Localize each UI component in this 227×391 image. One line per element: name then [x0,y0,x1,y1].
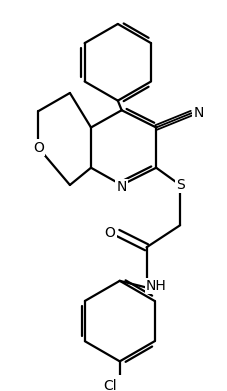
Text: Cl: Cl [103,379,116,391]
Text: N: N [192,106,203,120]
Text: N: N [116,180,126,194]
Text: S: S [175,178,184,192]
Text: NH: NH [145,279,166,292]
Text: O: O [104,226,115,240]
Text: O: O [33,141,44,154]
